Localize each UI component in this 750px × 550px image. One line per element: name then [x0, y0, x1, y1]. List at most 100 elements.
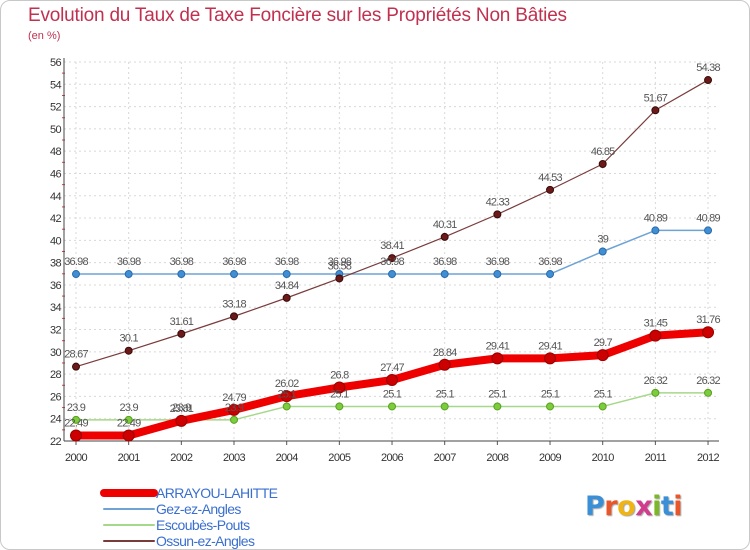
- data-label: 54.38: [696, 62, 720, 74]
- y-tick-label: 48: [50, 146, 62, 158]
- data-point: [546, 270, 555, 279]
- data-label: 25.1: [594, 388, 613, 400]
- data-label: 29.41: [538, 340, 562, 352]
- data-label: 36.98: [486, 256, 510, 268]
- y-tick-label: 24: [50, 414, 62, 426]
- data-label: 25.1: [278, 388, 297, 400]
- data-label: 30.1: [120, 333, 139, 345]
- data-label: 25.1: [488, 388, 507, 400]
- series-ossun-ez-angles: [72, 76, 713, 371]
- data-label: 33.18: [222, 298, 246, 310]
- data-point: [493, 210, 502, 219]
- data-label: 36.98: [328, 256, 352, 268]
- data-point: [440, 232, 449, 241]
- data-label: 29.41: [486, 340, 510, 352]
- data-point: [651, 106, 660, 115]
- data-label: 31.61: [170, 316, 194, 328]
- chart-subtitle: (en %): [28, 30, 61, 42]
- x-tick-label: 2005: [328, 452, 351, 464]
- data-point: [230, 312, 239, 321]
- y-tick-label: 22: [50, 436, 62, 448]
- data-point: [440, 402, 449, 411]
- x-tick-label: 2001: [118, 452, 141, 464]
- data-point: [596, 349, 609, 362]
- data-point: [491, 352, 504, 365]
- data-point: [544, 352, 557, 365]
- x-tick-label: 2011: [645, 452, 667, 464]
- legend: ARRAYOU-LAHITTEGez-ez-AnglesEscoubès-Pou…: [100, 485, 278, 549]
- x-tick-label: 2009: [539, 452, 562, 464]
- data-label: 31.76: [696, 314, 720, 326]
- labels-gez-ez-angles: 36.98 36.98 36.98 36.98 36.98 36.98 36.98 36.98…: [64, 212, 721, 268]
- data-label: 23.81: [170, 403, 194, 415]
- x-tick-label: 2003: [223, 452, 246, 464]
- x-tick-label: 2004: [276, 452, 299, 464]
- data-point: [440, 270, 449, 279]
- x-tick-label: 2010: [592, 452, 615, 464]
- data-point: [124, 415, 133, 424]
- data-label: 36.58: [328, 260, 352, 272]
- data-point: [546, 185, 555, 194]
- y-tick-label: 56: [50, 57, 62, 69]
- data-label: 22.49: [117, 418, 141, 430]
- data-point: [333, 381, 346, 394]
- data-label: 25.1: [330, 388, 349, 400]
- brand-letter: o: [617, 491, 636, 522]
- x-tick-label: 2002: [170, 452, 193, 464]
- data-label: 29.7: [594, 337, 613, 349]
- data-point: [704, 76, 713, 85]
- data-point: [177, 329, 186, 338]
- data-label: 26.8: [330, 369, 349, 381]
- data-label: 36.98: [433, 256, 457, 268]
- data-label: 25.1: [383, 388, 402, 400]
- y-tick-label: 54: [50, 79, 62, 91]
- data-label: 25.1: [541, 388, 560, 400]
- series-arrayou-lahitte: [70, 326, 715, 442]
- y-tick-label: 38: [50, 258, 62, 270]
- labels-ossun-ez-angles: 28.67 30.1 31.61 33.18 34.84 36.58 38.41 40.31 4…: [64, 62, 721, 361]
- data-label: 22.49: [64, 418, 88, 430]
- y-tick-label: 44: [50, 191, 62, 203]
- data-point: [230, 415, 239, 424]
- x-tick-label: 2006: [381, 452, 404, 464]
- data-point: [386, 374, 399, 387]
- data-label: 28.84: [433, 347, 457, 359]
- data-label: 51.67: [644, 92, 668, 104]
- brand-logo: Proxiti: [585, 491, 683, 522]
- data-point: [124, 270, 133, 279]
- y-tick-label: 30: [50, 347, 62, 359]
- data-label: 44.53: [538, 172, 562, 184]
- data-label: 36.98: [275, 256, 299, 268]
- y-tick-label: 36: [50, 280, 62, 292]
- data-label: 34.84: [275, 280, 299, 292]
- data-label: 36.98: [538, 256, 562, 268]
- data-label: 36.98: [222, 256, 246, 268]
- data-point: [598, 247, 607, 256]
- chart-title: Evolution du Taux de Taxe Foncière sur l…: [28, 5, 567, 26]
- y-tick-label: 40: [50, 235, 62, 247]
- data-label: 24.79: [222, 392, 246, 404]
- gridlines: 22 24 26 28 30 32 34 36 38 40 42 44 46 48 50 52 54 56 2000…: [50, 57, 720, 464]
- brand-letter: x: [635, 491, 653, 522]
- data-point: [598, 402, 607, 411]
- data-label: 36.98: [117, 256, 141, 268]
- x-tick-label: 2000: [65, 452, 88, 464]
- legend-label: Gez-ez-Angles: [156, 501, 241, 517]
- data-point: [546, 402, 555, 411]
- data-point: [388, 270, 397, 279]
- data-point: [493, 270, 502, 279]
- data-label: 40.89: [696, 212, 720, 224]
- brand-letter: r: [604, 491, 618, 522]
- y-tick-label: 42: [50, 213, 62, 225]
- data-label: 39: [597, 234, 608, 246]
- data-label: 28.67: [64, 349, 88, 361]
- data-label: 40.89: [644, 212, 668, 224]
- data-point: [72, 415, 80, 424]
- legend-label: Escoubès-Pouts: [156, 517, 250, 533]
- data-label: 23.9: [172, 402, 191, 414]
- data-point: [493, 402, 502, 411]
- data-label: 26.02: [275, 378, 299, 390]
- data-label: 25.1: [436, 388, 455, 400]
- data-point: [280, 390, 293, 403]
- brand-letter: i: [673, 491, 683, 522]
